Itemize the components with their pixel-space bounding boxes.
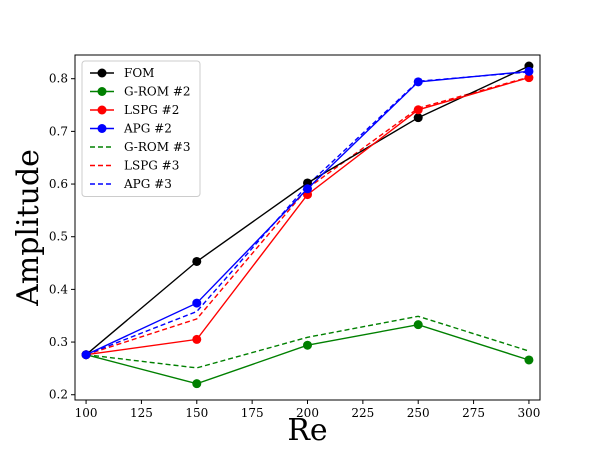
data-point	[192, 379, 202, 389]
x-tick-label: 175	[241, 406, 264, 420]
legend-entry: FOM	[124, 66, 154, 80]
x-tick-label: 225	[351, 406, 374, 420]
legend: FOM G-ROM #2 LSPG #2 APG #2 G-ROM #3 LSPG #3 A…	[81, 60, 201, 197]
series-line-G-ROM #3	[86, 315, 530, 369]
legend-marker	[97, 68, 107, 78]
y-tick-label: 0.8	[49, 72, 68, 86]
y-tick-label: 0.4	[49, 282, 68, 296]
legend-entry: G-ROM #2	[124, 85, 191, 99]
x-tick-label: 100	[75, 406, 98, 420]
y-tick-label: 0.3	[49, 335, 68, 349]
y-tick-label: 0.2	[49, 388, 68, 402]
plot-area	[81, 61, 534, 389]
x-tick-label: 200	[296, 406, 319, 420]
data-point	[524, 355, 534, 365]
legend-entry: LSPG #2	[124, 103, 179, 117]
data-point	[413, 113, 423, 123]
legend-entry: APG #2	[123, 122, 172, 136]
legend-marker	[97, 87, 107, 96]
y-tick-label: 0.7	[49, 124, 68, 138]
legend-box	[81, 60, 201, 197]
data-point	[192, 298, 202, 308]
y-axis: 0.2 0.3 0.4 0.5 0.6 0.7 0.8	[49, 72, 75, 402]
y-tick-label: 0.6	[49, 177, 68, 191]
data-point	[413, 320, 423, 330]
x-tick-label: 275	[462, 406, 485, 420]
data-point	[413, 105, 423, 115]
data-point	[303, 184, 312, 194]
y-tick-label: 0.5	[49, 230, 68, 244]
legend-entry: APG #3	[123, 177, 172, 191]
x-tick-label: 300	[517, 406, 540, 420]
data-point	[524, 66, 534, 76]
x-axis: 100 125 150 175 200 225 250 275 300	[75, 400, 540, 420]
y-axis-label: Amplitude	[11, 149, 46, 307]
x-tick-label: 125	[130, 406, 153, 420]
data-point	[524, 73, 534, 83]
legend-marker	[97, 105, 107, 115]
data-point	[81, 350, 91, 360]
legend-entry: G-ROM #3	[124, 140, 191, 154]
legend-marker	[97, 124, 107, 133]
series-line-G-ROM #2	[85, 323, 530, 385]
data-point	[192, 256, 202, 266]
x-axis-label: Re	[287, 413, 327, 448]
data-point	[192, 334, 202, 344]
x-tick-label: 150	[185, 406, 208, 420]
data-point	[413, 77, 423, 87]
x-tick-label: 250	[407, 406, 430, 420]
legend-entry: LSPG #3	[124, 159, 179, 173]
data-point	[303, 340, 312, 350]
